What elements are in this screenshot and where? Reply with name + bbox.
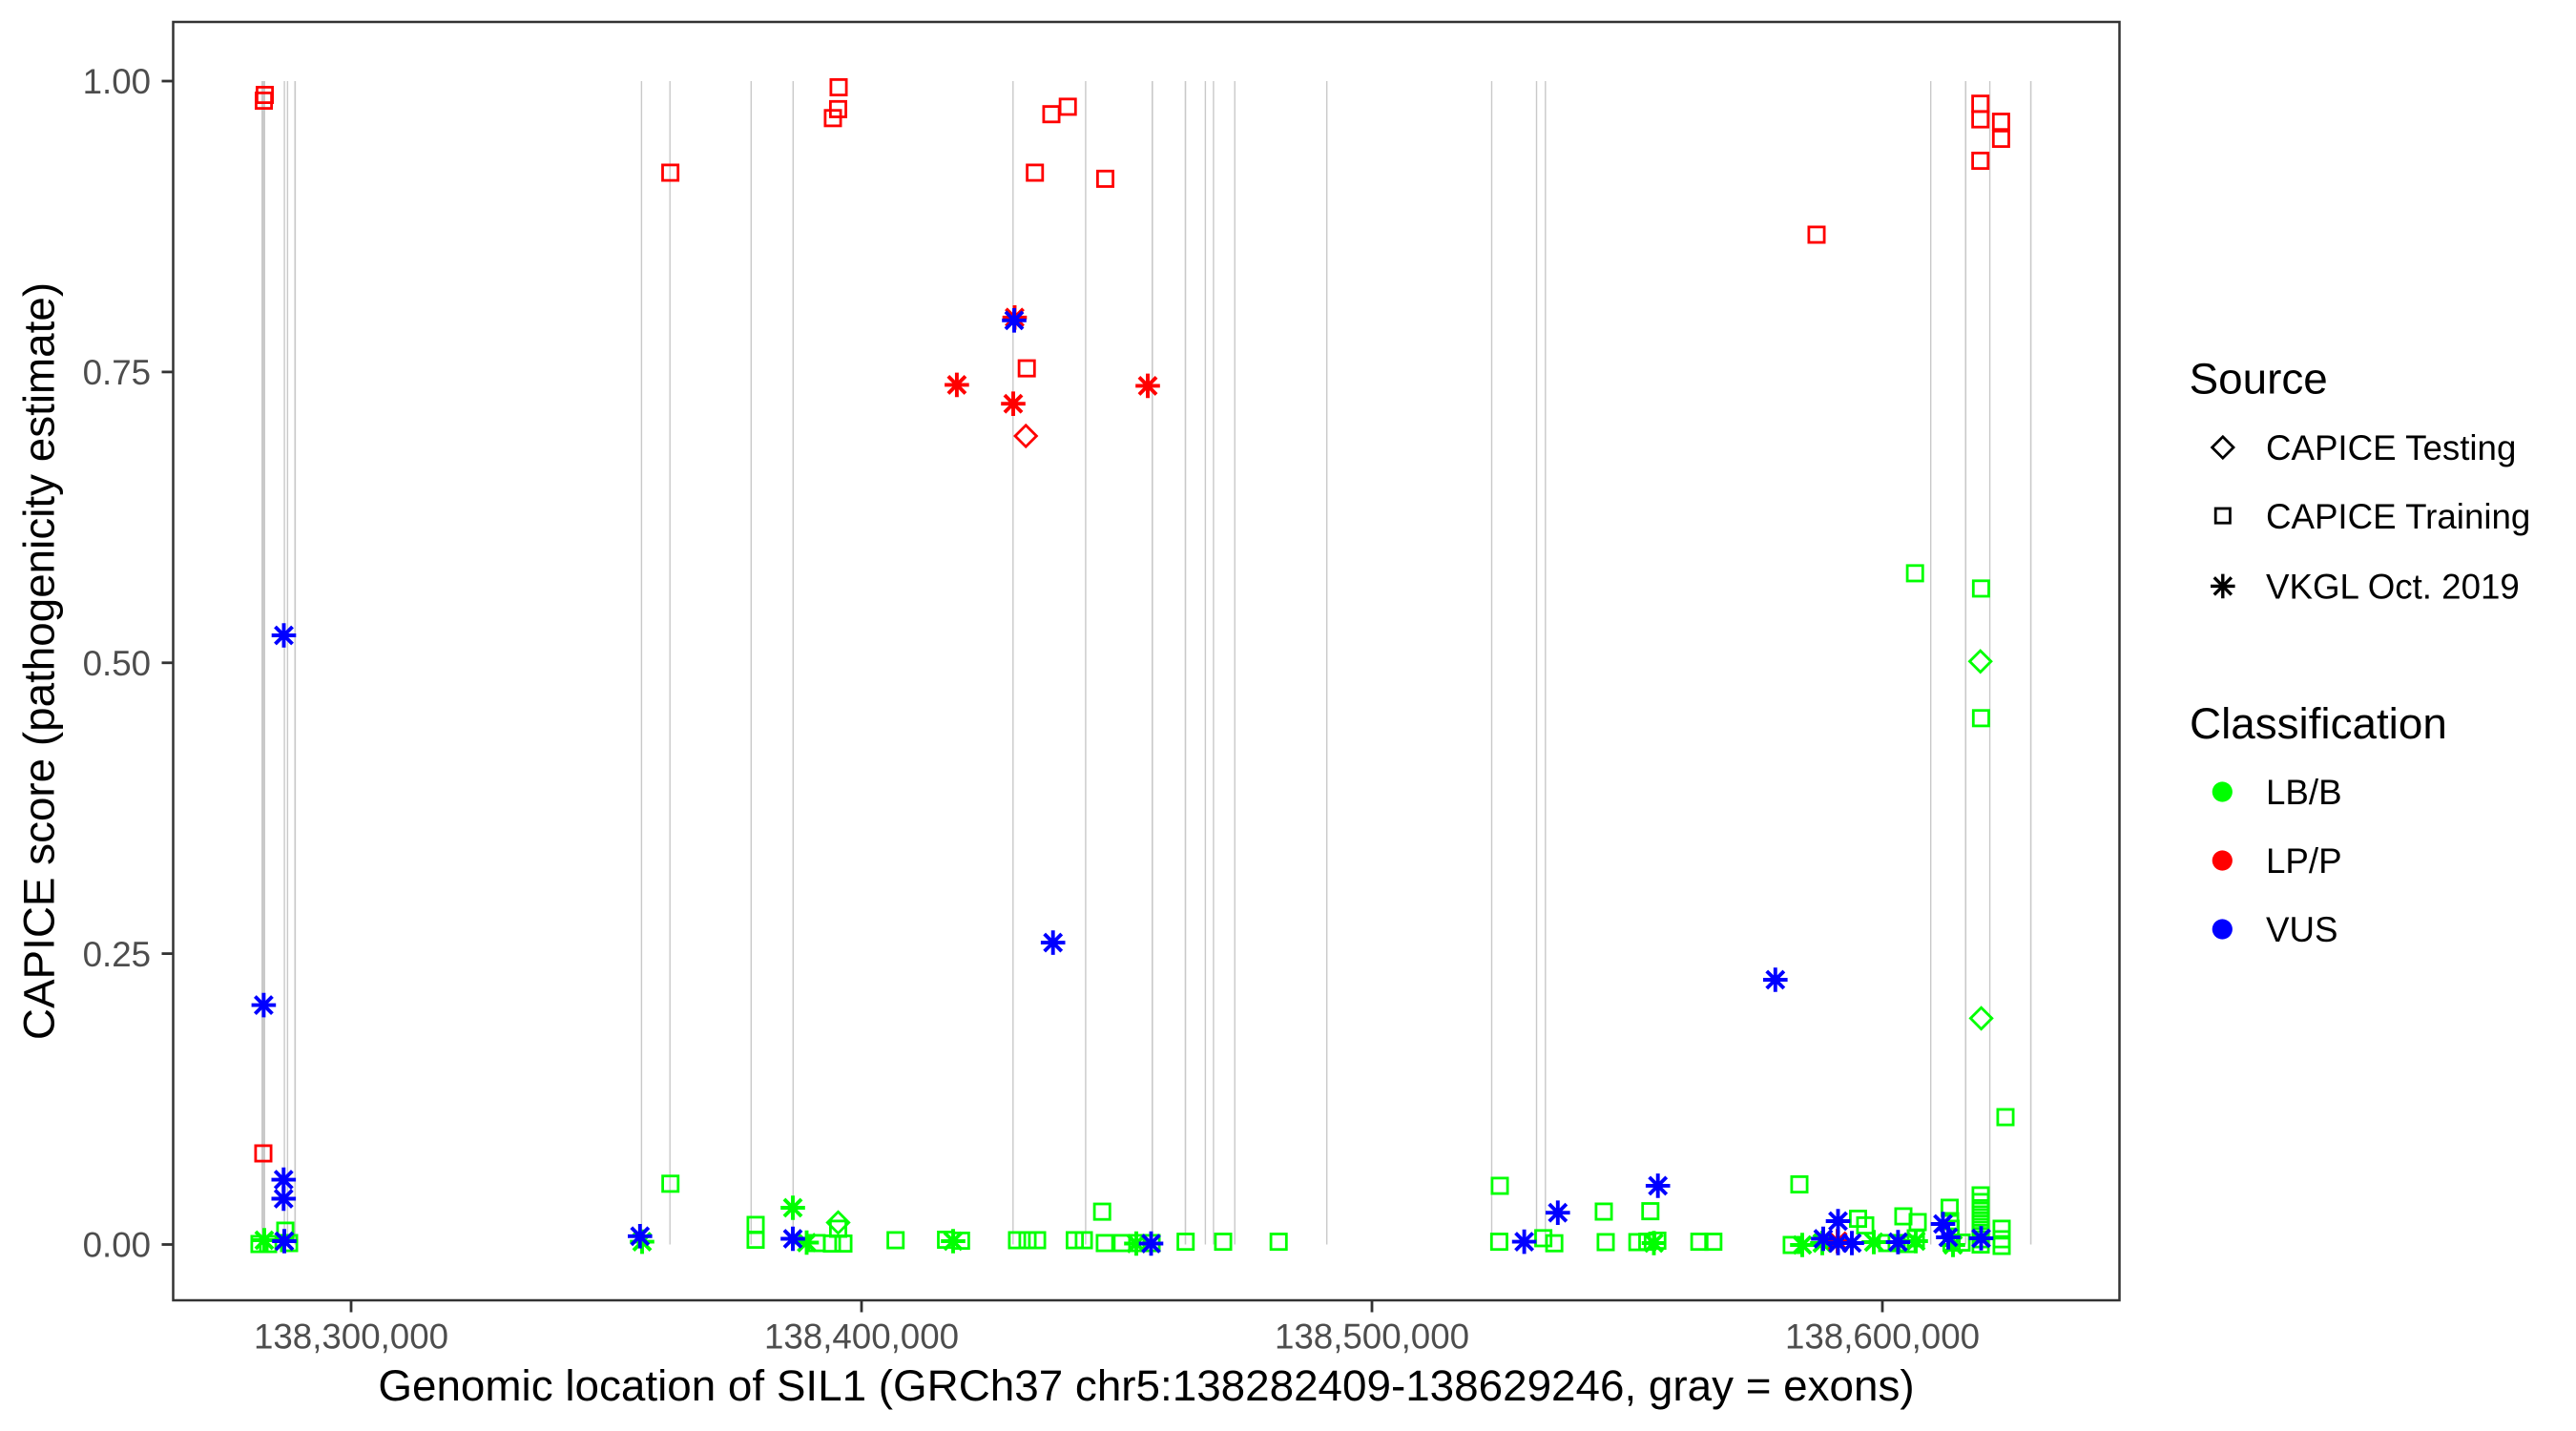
svg-text:0.75: 0.75 <box>83 353 151 392</box>
svg-text:1.00: 1.00 <box>83 62 151 101</box>
svg-text:0.25: 0.25 <box>83 935 151 974</box>
svg-text:138,300,000: 138,300,000 <box>254 1317 448 1357</box>
svg-text:0.00: 0.00 <box>83 1226 151 1265</box>
svg-text:Source: Source <box>2190 355 2328 404</box>
svg-text:CAPICE score (pathogenicity es: CAPICE score (pathogenicity estimate) <box>15 282 64 1040</box>
svg-text:Genomic location of SIL1 (GRCh: Genomic location of SIL1 (GRCh37 chr5:13… <box>378 1361 1914 1410</box>
svg-text:CAPICE Training: CAPICE Training <box>2266 497 2530 536</box>
svg-text:CAPICE Testing: CAPICE Testing <box>2266 428 2516 467</box>
svg-text:VKGL Oct. 2019: VKGL Oct. 2019 <box>2266 568 2520 607</box>
svg-text:Classification: Classification <box>2190 699 2447 748</box>
svg-text:LP/P: LP/P <box>2266 841 2342 881</box>
svg-text:0.50: 0.50 <box>83 644 151 683</box>
svg-text:LB/B: LB/B <box>2266 773 2342 812</box>
svg-text:138,500,000: 138,500,000 <box>1275 1317 1469 1357</box>
svg-text:VUS: VUS <box>2266 910 2337 949</box>
svg-text:138,600,000: 138,600,000 <box>1785 1317 1980 1357</box>
svg-text:138,400,000: 138,400,000 <box>764 1317 959 1357</box>
